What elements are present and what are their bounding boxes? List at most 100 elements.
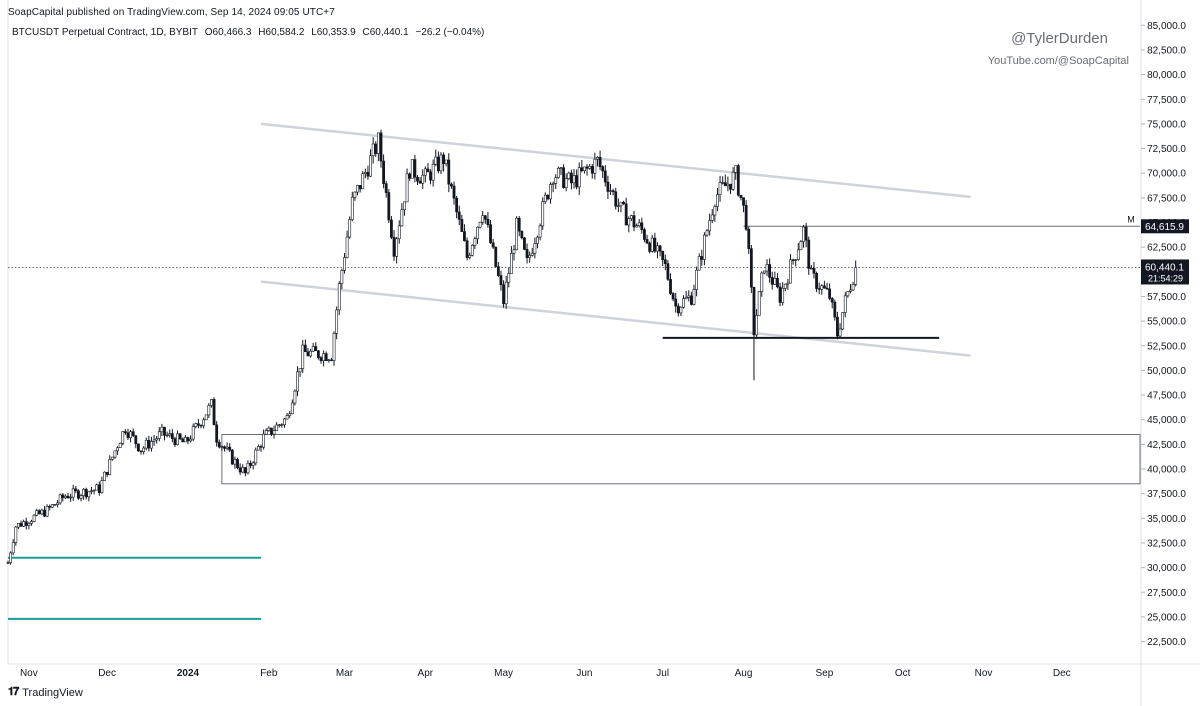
candle-body (30, 521, 33, 524)
candle (87, 491, 91, 502)
candle-body (755, 315, 758, 336)
candle-body (457, 211, 461, 220)
candle-body (794, 259, 798, 261)
candle (77, 489, 80, 500)
candle-body (632, 215, 636, 228)
candle (155, 435, 159, 444)
candle (189, 435, 192, 443)
candle (504, 275, 508, 309)
candle-body (799, 241, 803, 251)
candle (791, 258, 795, 265)
y-tick-label: 55,000.0 (1147, 317, 1186, 328)
candle-body (395, 238, 399, 257)
candle-body (731, 172, 735, 190)
candle (118, 442, 122, 449)
y-tick-label: 32,500.0 (1147, 538, 1186, 549)
candle-body (786, 282, 790, 285)
candle (384, 180, 388, 198)
candle-body (590, 166, 594, 174)
candle-body (110, 456, 114, 460)
candle (684, 290, 688, 300)
candle (593, 152, 597, 180)
candle-body (606, 181, 610, 192)
candle (700, 249, 704, 266)
candle (137, 443, 140, 452)
candle (658, 244, 662, 257)
candle-body (183, 437, 187, 443)
candle (11, 539, 15, 556)
candle (510, 246, 513, 274)
candle-body (624, 203, 628, 226)
candle (306, 347, 310, 357)
y-tick-label: 70,000.0 (1147, 169, 1186, 180)
candle-body (796, 249, 800, 260)
candle (830, 297, 834, 309)
candle-body (478, 221, 482, 228)
candle (92, 489, 96, 495)
candle (361, 171, 365, 190)
candle (69, 493, 72, 502)
candle (390, 216, 393, 240)
candle-body (502, 284, 505, 305)
candle-body (238, 467, 242, 473)
candle (635, 223, 638, 228)
candle (283, 417, 286, 428)
ohlc-low: L60,353.9 (311, 27, 356, 38)
x-tick-label: Dec (1053, 668, 1071, 679)
candle (843, 291, 847, 318)
candle-body (371, 143, 375, 157)
candle (463, 224, 466, 242)
candle (249, 460, 252, 469)
y-tick-label: 82,500.0 (1147, 45, 1186, 56)
candle (343, 253, 346, 274)
candle (298, 368, 302, 377)
candle (176, 430, 179, 446)
candle (515, 216, 519, 251)
candle-body (100, 480, 104, 493)
x-tick-label: Aug (735, 668, 753, 679)
candle-body (802, 226, 805, 242)
candle (32, 514, 36, 523)
candle (6, 560, 10, 564)
candle (841, 312, 845, 331)
candle-body (324, 353, 328, 361)
candle-body (157, 431, 161, 439)
last-price-countdown: 21:54:29 (1148, 273, 1183, 283)
candle-body (572, 175, 576, 184)
candle-body (246, 462, 250, 474)
candle (499, 270, 503, 291)
candle-body (350, 196, 354, 220)
candle (564, 173, 568, 192)
candle (572, 168, 576, 189)
ohlc-open: O60,466.3 (204, 27, 252, 38)
candle-body (656, 245, 659, 252)
y-tick-label: 42,500.0 (1147, 440, 1186, 451)
candle (470, 244, 474, 257)
channel-lower-line (260, 280, 971, 357)
candle (536, 235, 539, 249)
candle (650, 234, 654, 253)
candle-body (283, 418, 286, 425)
candle-body (118, 443, 122, 449)
candle (379, 129, 383, 168)
candle-body (181, 438, 185, 443)
candle (476, 226, 479, 244)
candle-body (170, 433, 174, 439)
candle (215, 421, 219, 447)
y-tick-label: 62,500.0 (1147, 243, 1186, 254)
candle (836, 311, 839, 340)
candle-body (147, 439, 151, 449)
y-tick-label: 72,500.0 (1147, 144, 1186, 155)
candle (144, 437, 148, 451)
candle-body (84, 488, 88, 498)
candle (525, 243, 529, 264)
candle-body (562, 167, 565, 188)
candle (147, 435, 151, 452)
candle (671, 292, 675, 302)
candle-body (669, 279, 672, 294)
candle-body (361, 173, 365, 190)
candle (17, 522, 20, 530)
candle-body (189, 438, 192, 442)
candle (45, 504, 49, 518)
